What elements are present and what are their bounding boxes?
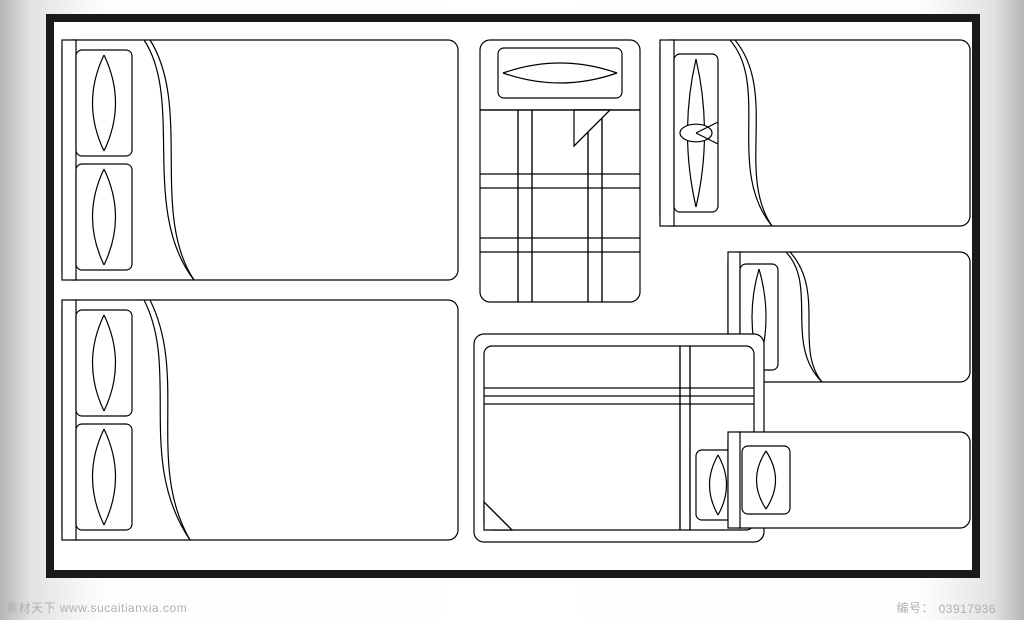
serial-number: 03917936 [939, 602, 996, 616]
double-bed-2 [62, 300, 458, 540]
single-bed-big [660, 40, 970, 226]
plaid-bed-horizontal [474, 334, 764, 542]
double-bed-1 [62, 40, 458, 280]
simple-bed [728, 432, 970, 528]
serial-label: 编号： [896, 599, 934, 616]
stage: 素材天下 www.sucaitianxia.com 编号： 03917936 [0, 0, 1024, 620]
single-bed-plaid [480, 40, 640, 302]
watermark-text: 素材天下 www.sucaitianxia.com [6, 599, 187, 616]
beds-svg [0, 0, 1024, 620]
